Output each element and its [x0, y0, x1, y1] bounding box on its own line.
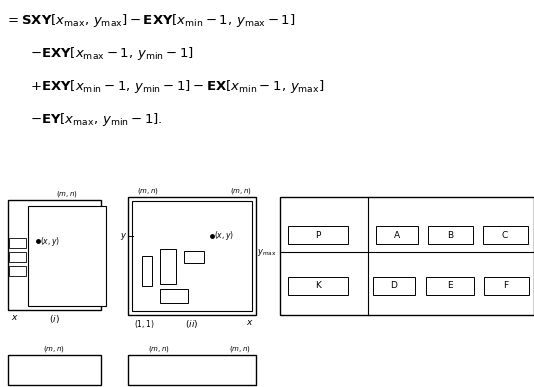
Bar [376, 226, 418, 244]
Text: $(m,n)$: $(m,n)$ [137, 186, 159, 196]
Bar [8, 200, 101, 310]
Bar [9, 252, 26, 262]
Bar [280, 197, 534, 315]
Text: $(i)$: $(i)$ [49, 313, 59, 325]
Text: $+ \mathbf{EXY}[x_{\mathrm{min}} - 1,\, y_{\mathrm{min}} - 1] - \mathbf{EX}[x_{\: $+ \mathbf{EXY}[x_{\mathrm{min}} - 1,\, … [30, 78, 325, 95]
Bar [8, 355, 101, 385]
Text: B: B [447, 231, 453, 240]
Bar [160, 249, 176, 284]
Bar [426, 277, 474, 295]
Bar [128, 197, 256, 315]
Text: $- \mathbf{EXY}[x_{\mathrm{max}} - 1,\, y_{\mathrm{min}} - 1]$: $- \mathbf{EXY}[x_{\mathrm{max}} - 1,\, … [30, 45, 194, 62]
Text: $= \mathbf{SXY}[x_{\mathrm{max}},\, y_{\mathrm{max}}] - \mathbf{EXY}[x_{\mathrm{: $= \mathbf{SXY}[x_{\mathrm{max}},\, y_{\… [5, 12, 295, 29]
Text: F: F [504, 281, 508, 291]
Text: $(ii)$: $(ii)$ [185, 318, 199, 330]
Text: $(m,n)$: $(m,n)$ [230, 186, 252, 196]
Text: $y_{\mathrm{max}}$: $y_{\mathrm{max}}$ [257, 247, 277, 257]
Text: $x$: $x$ [246, 318, 254, 327]
Bar [160, 289, 188, 303]
Text: $(m,n)$: $(m,n)$ [43, 344, 65, 354]
Text: $(1,1)$: $(1,1)$ [134, 318, 155, 330]
Bar [128, 355, 256, 385]
Text: $(m,n)$: $(m,n)$ [148, 344, 170, 354]
Text: $(m,n)$: $(m,n)$ [229, 344, 251, 354]
Bar [288, 277, 348, 295]
Bar [484, 277, 529, 295]
Bar [28, 254, 61, 306]
Bar [428, 226, 473, 244]
Bar [483, 226, 528, 244]
Bar [368, 252, 534, 315]
Text: D: D [390, 281, 397, 291]
Bar [132, 201, 252, 311]
Bar [9, 266, 26, 276]
Bar [142, 256, 152, 286]
Text: $(m,n)$: $(m,n)$ [56, 189, 78, 199]
Text: $y$: $y$ [120, 231, 127, 241]
Bar [9, 238, 26, 248]
Text: P: P [315, 231, 321, 240]
Text: C: C [502, 231, 508, 240]
Bar [132, 236, 212, 311]
Text: $(x,y)$: $(x,y)$ [40, 235, 60, 248]
Text: A: A [394, 231, 400, 240]
Text: $x$: $x$ [11, 313, 19, 322]
Text: $- \mathbf{EY}[x_{\mathrm{max}},\, y_{\mathrm{min}} - 1].$: $- \mathbf{EY}[x_{\mathrm{max}},\, y_{\m… [30, 111, 162, 128]
Text: K: K [315, 281, 321, 291]
Bar [288, 226, 348, 244]
Bar [373, 277, 415, 295]
Text: E: E [447, 281, 453, 291]
Bar [28, 206, 106, 306]
Text: $(x,y)$: $(x,y)$ [214, 229, 234, 243]
Bar [184, 251, 204, 263]
